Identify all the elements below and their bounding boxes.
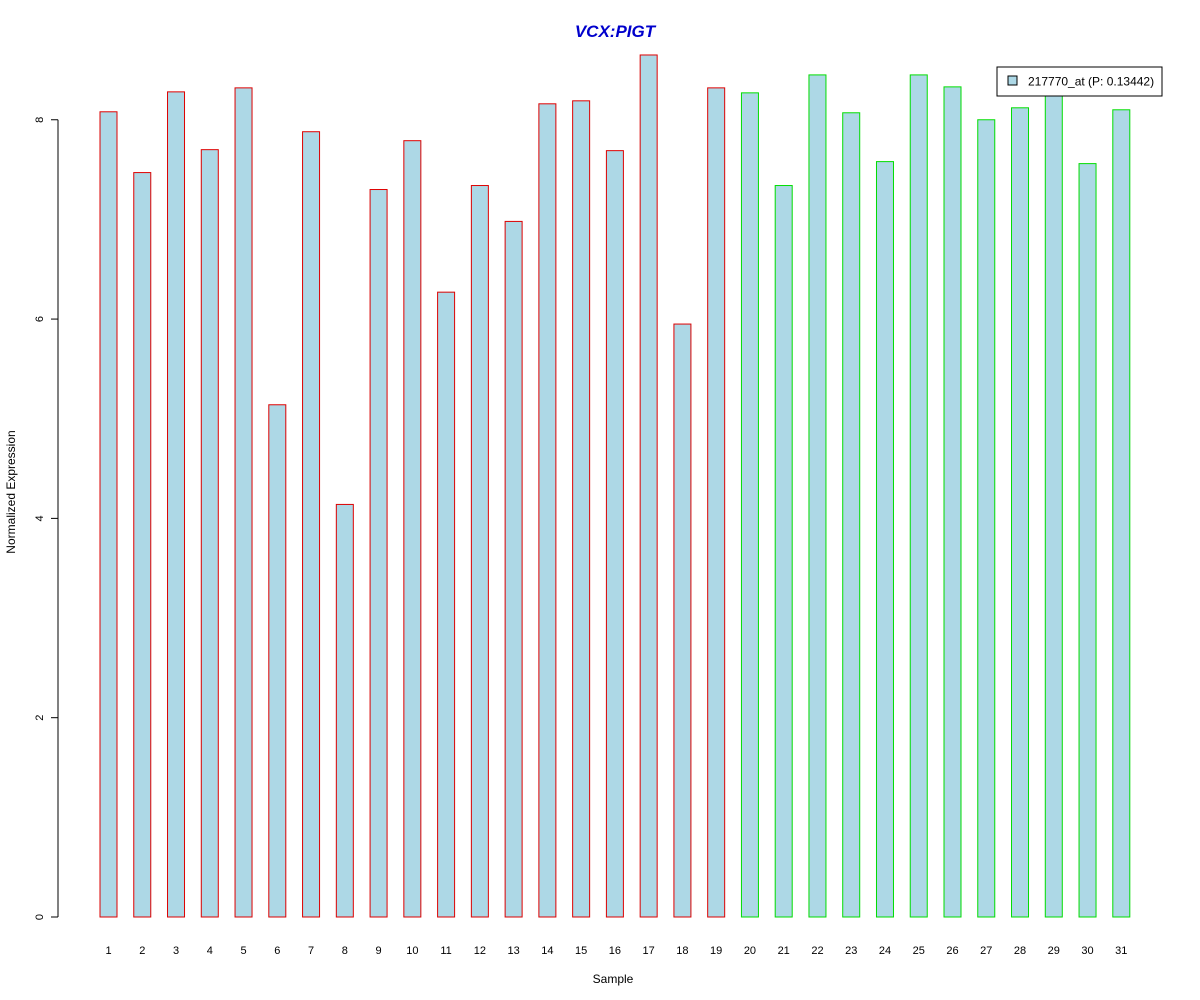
y-axis-label: Normalized Expression — [4, 430, 18, 553]
bar-sample-29 — [1044, 89, 1063, 918]
chart-title: VCX:PIGT — [575, 22, 657, 41]
bar-sample-19 — [707, 87, 726, 918]
bar-sample-13 — [504, 220, 523, 918]
x-tick-label: 2 — [139, 945, 145, 957]
bar-sample-10 — [403, 140, 422, 918]
bar-sample-22 — [808, 74, 827, 918]
legend: 217770_at (P: 0.13442) — [996, 66, 1163, 97]
bar-sample-18 — [673, 323, 692, 918]
x-tick-label: 9 — [376, 945, 382, 957]
bar-sample-5 — [234, 87, 253, 918]
x-tick-label: 14 — [541, 945, 553, 957]
y-tick-label: 8 — [34, 117, 46, 123]
bar-sample-15 — [572, 100, 591, 918]
x-tick-label: 24 — [879, 945, 891, 957]
x-tick-label: 3 — [173, 945, 179, 957]
x-tick-label: 7 — [308, 945, 314, 957]
y-axis: 0 2 4 6 8 — [34, 117, 59, 920]
x-tick-label: 15 — [575, 945, 587, 957]
bar-sample-23 — [842, 112, 861, 918]
x-tick-label: 12 — [474, 945, 486, 957]
y-tick-label: 6 — [34, 316, 46, 322]
x-axis-label: Sample — [593, 972, 634, 986]
bar-sample-20 — [740, 92, 759, 918]
x-tick-label: 4 — [207, 945, 213, 957]
y-tick-label: 0 — [34, 914, 46, 920]
bar-sample-30 — [1078, 163, 1097, 918]
x-tick-label: 1 — [105, 945, 111, 957]
bar-sample-28 — [1011, 107, 1030, 918]
x-tick-label: 17 — [643, 945, 655, 957]
x-tick-label: 16 — [609, 945, 621, 957]
legend-swatch — [1007, 75, 1018, 86]
bar-sample-16 — [605, 150, 624, 918]
bar-sample-25 — [909, 74, 928, 918]
x-tick-label: 5 — [240, 945, 246, 957]
x-tick-label: 13 — [507, 945, 519, 957]
x-tick-label: 28 — [1014, 945, 1026, 957]
bar-sample-2 — [133, 172, 152, 918]
x-tick-label: 11 — [440, 945, 451, 957]
x-tick-label: 19 — [710, 945, 722, 957]
bar-sample-7 — [302, 131, 321, 918]
bar-sample-12 — [470, 185, 489, 918]
x-tick-label: 31 — [1115, 945, 1127, 957]
bar-sample-4 — [200, 149, 219, 918]
x-tick-label: 18 — [676, 945, 688, 957]
y-tick-label: 4 — [34, 515, 46, 521]
bar-sample-9 — [369, 189, 388, 918]
bar-sample-27 — [977, 119, 996, 918]
x-tick-label: 21 — [778, 945, 790, 957]
bar-sample-17 — [639, 54, 658, 918]
legend-entry: 217770_at (P: 0.13442) — [1028, 75, 1154, 89]
x-tick-label: 22 — [811, 945, 823, 957]
bar-sample-11 — [437, 291, 456, 918]
bar-sample-1 — [99, 111, 118, 918]
bar-sample-21 — [774, 185, 793, 918]
x-tick-labels: 1 2 3 4 5 6 7 8 9 10 11 12 13 14 15 16 17 18 19 20 21 22 23 24 2… — [105, 945, 1127, 957]
bar-sample-3 — [167, 91, 186, 918]
x-tick-label: 25 — [913, 945, 925, 957]
x-tick-label: 30 — [1081, 945, 1093, 957]
bar-sample-31 — [1112, 109, 1131, 918]
x-tick-label: 27 — [980, 945, 992, 957]
legend-box — [996, 66, 1163, 97]
x-tick-label: 23 — [845, 945, 857, 957]
bar-sample-24 — [875, 161, 894, 918]
bar-sample-26 — [943, 86, 962, 918]
y-tick-label: 2 — [34, 715, 46, 721]
bar-sample-6 — [268, 404, 287, 918]
x-tick-label: 10 — [406, 945, 418, 957]
bars-group — [99, 54, 1131, 918]
x-tick-label: 20 — [744, 945, 756, 957]
bar-sample-8 — [335, 503, 354, 918]
x-tick-label: 8 — [342, 945, 348, 957]
x-tick-label: 26 — [946, 945, 958, 957]
x-tick-label: 6 — [274, 945, 280, 957]
x-tick-label: 29 — [1048, 945, 1060, 957]
bar-sample-14 — [538, 103, 557, 918]
